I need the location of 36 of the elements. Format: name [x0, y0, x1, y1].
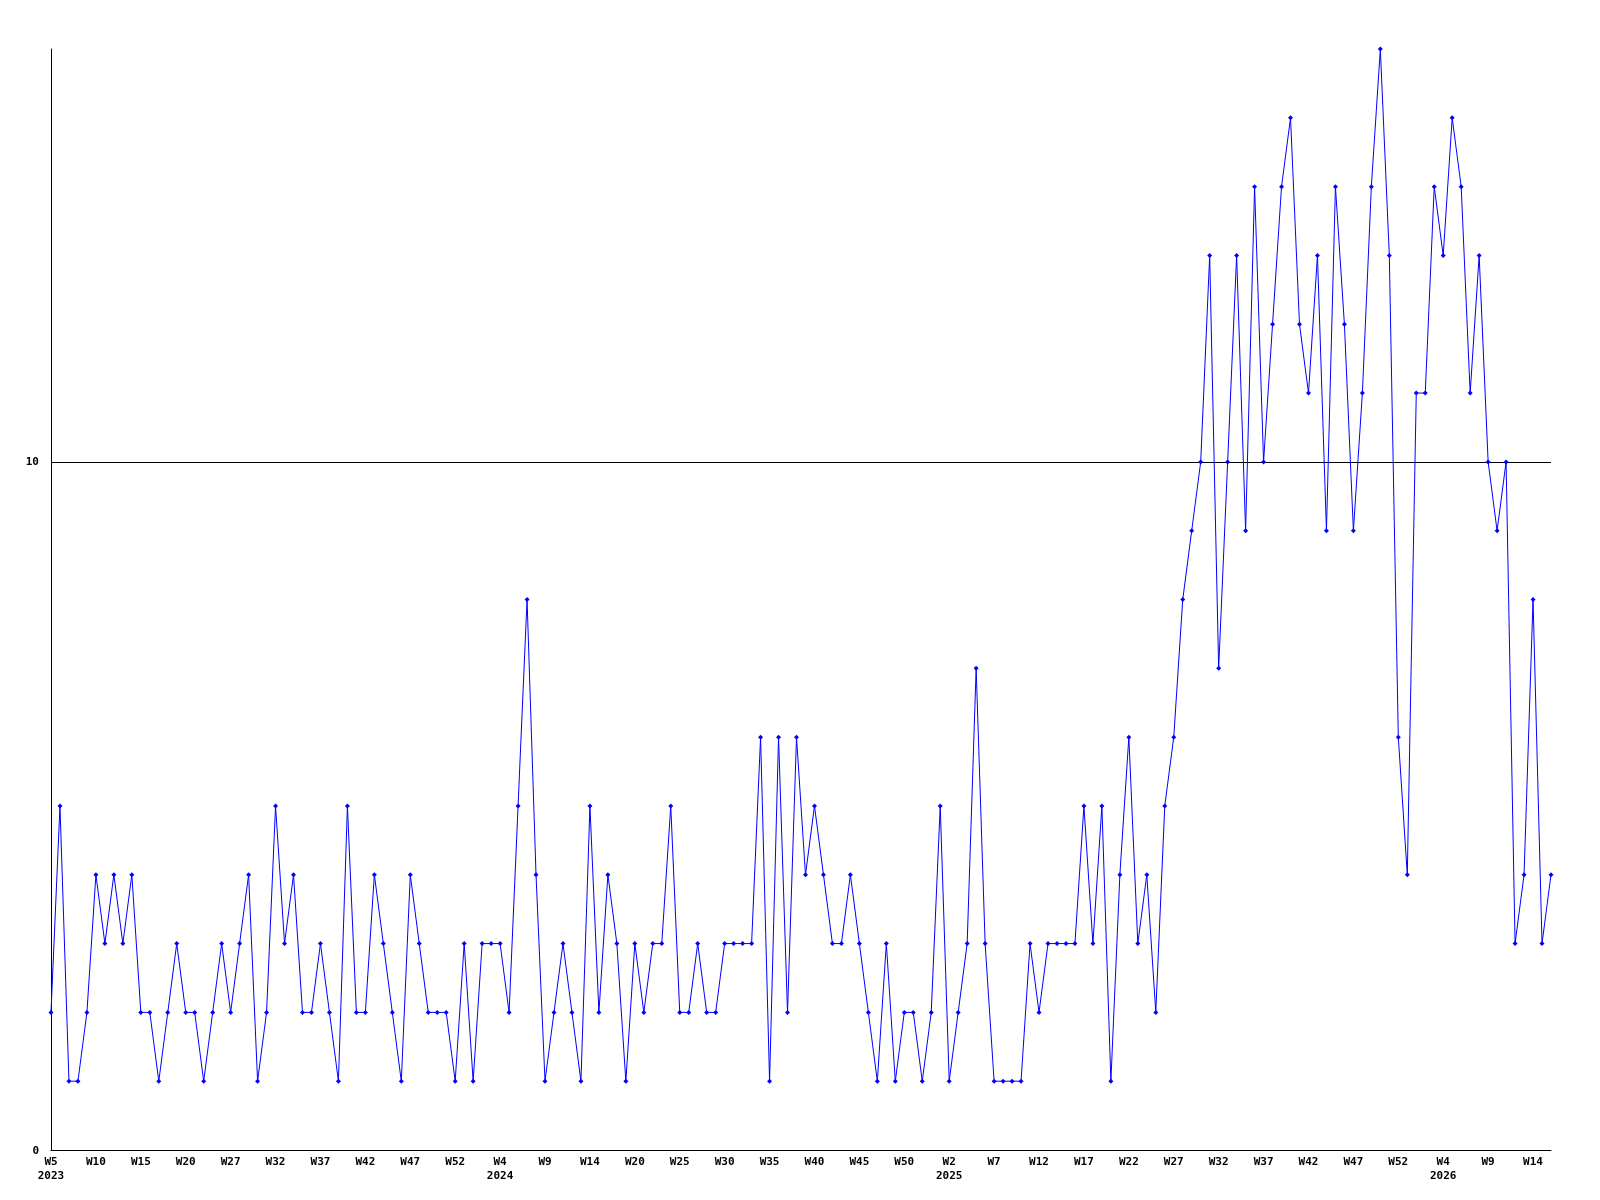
x-tick-label: W35	[759, 1154, 780, 1168]
x-tick-label: W30	[714, 1154, 735, 1168]
x-tick-label: W52	[445, 1154, 466, 1168]
x-tick-label: W37	[310, 1154, 331, 1168]
x-tick-label: W20	[175, 1154, 196, 1168]
x-tick-label: W15	[130, 1154, 151, 1168]
x-tick-label: W47	[1343, 1154, 1364, 1168]
x-tick-label: W9	[1481, 1154, 1495, 1168]
x-tick-label: W14	[1523, 1154, 1544, 1168]
x-tick-label: W2 2025	[935, 1154, 963, 1182]
y-tick-label: 0	[32, 1143, 39, 1157]
x-tick-label: W5 2023	[37, 1154, 65, 1182]
x-tick-label: W12	[1029, 1154, 1049, 1168]
x-tick-label: W27	[1163, 1154, 1184, 1168]
x-tick-label: W25	[669, 1154, 690, 1168]
y-tick-label: 10	[25, 455, 39, 469]
x-tick-label: W9	[538, 1154, 552, 1168]
x-tick-label: W52	[1388, 1154, 1409, 1168]
x-tick-label: W40	[804, 1154, 825, 1168]
x-tick-label: W10	[85, 1154, 106, 1168]
x-tick-label: W42	[1298, 1154, 1319, 1168]
x-tick-label: W4 2024	[486, 1154, 514, 1182]
x-tick-label: W45	[849, 1154, 870, 1168]
x-tick-label: W50	[894, 1154, 915, 1168]
x-tick-label: W4 2026	[1429, 1154, 1457, 1182]
x-tick-label: W37	[1253, 1154, 1274, 1168]
x-tick-label: W42	[355, 1154, 376, 1168]
x-tick-label: W22	[1118, 1154, 1139, 1168]
x-tick-label: W27	[220, 1154, 241, 1168]
x-tick-label: W47	[400, 1154, 421, 1168]
x-tick-label: W32	[1208, 1154, 1229, 1168]
x-tick-label: W14	[579, 1154, 601, 1168]
x-tick-label: W32	[265, 1154, 286, 1168]
x-tick-label: W20	[624, 1154, 645, 1168]
x-tick-label: W17	[1074, 1154, 1094, 1168]
x-tick-label: W7	[987, 1154, 1001, 1168]
